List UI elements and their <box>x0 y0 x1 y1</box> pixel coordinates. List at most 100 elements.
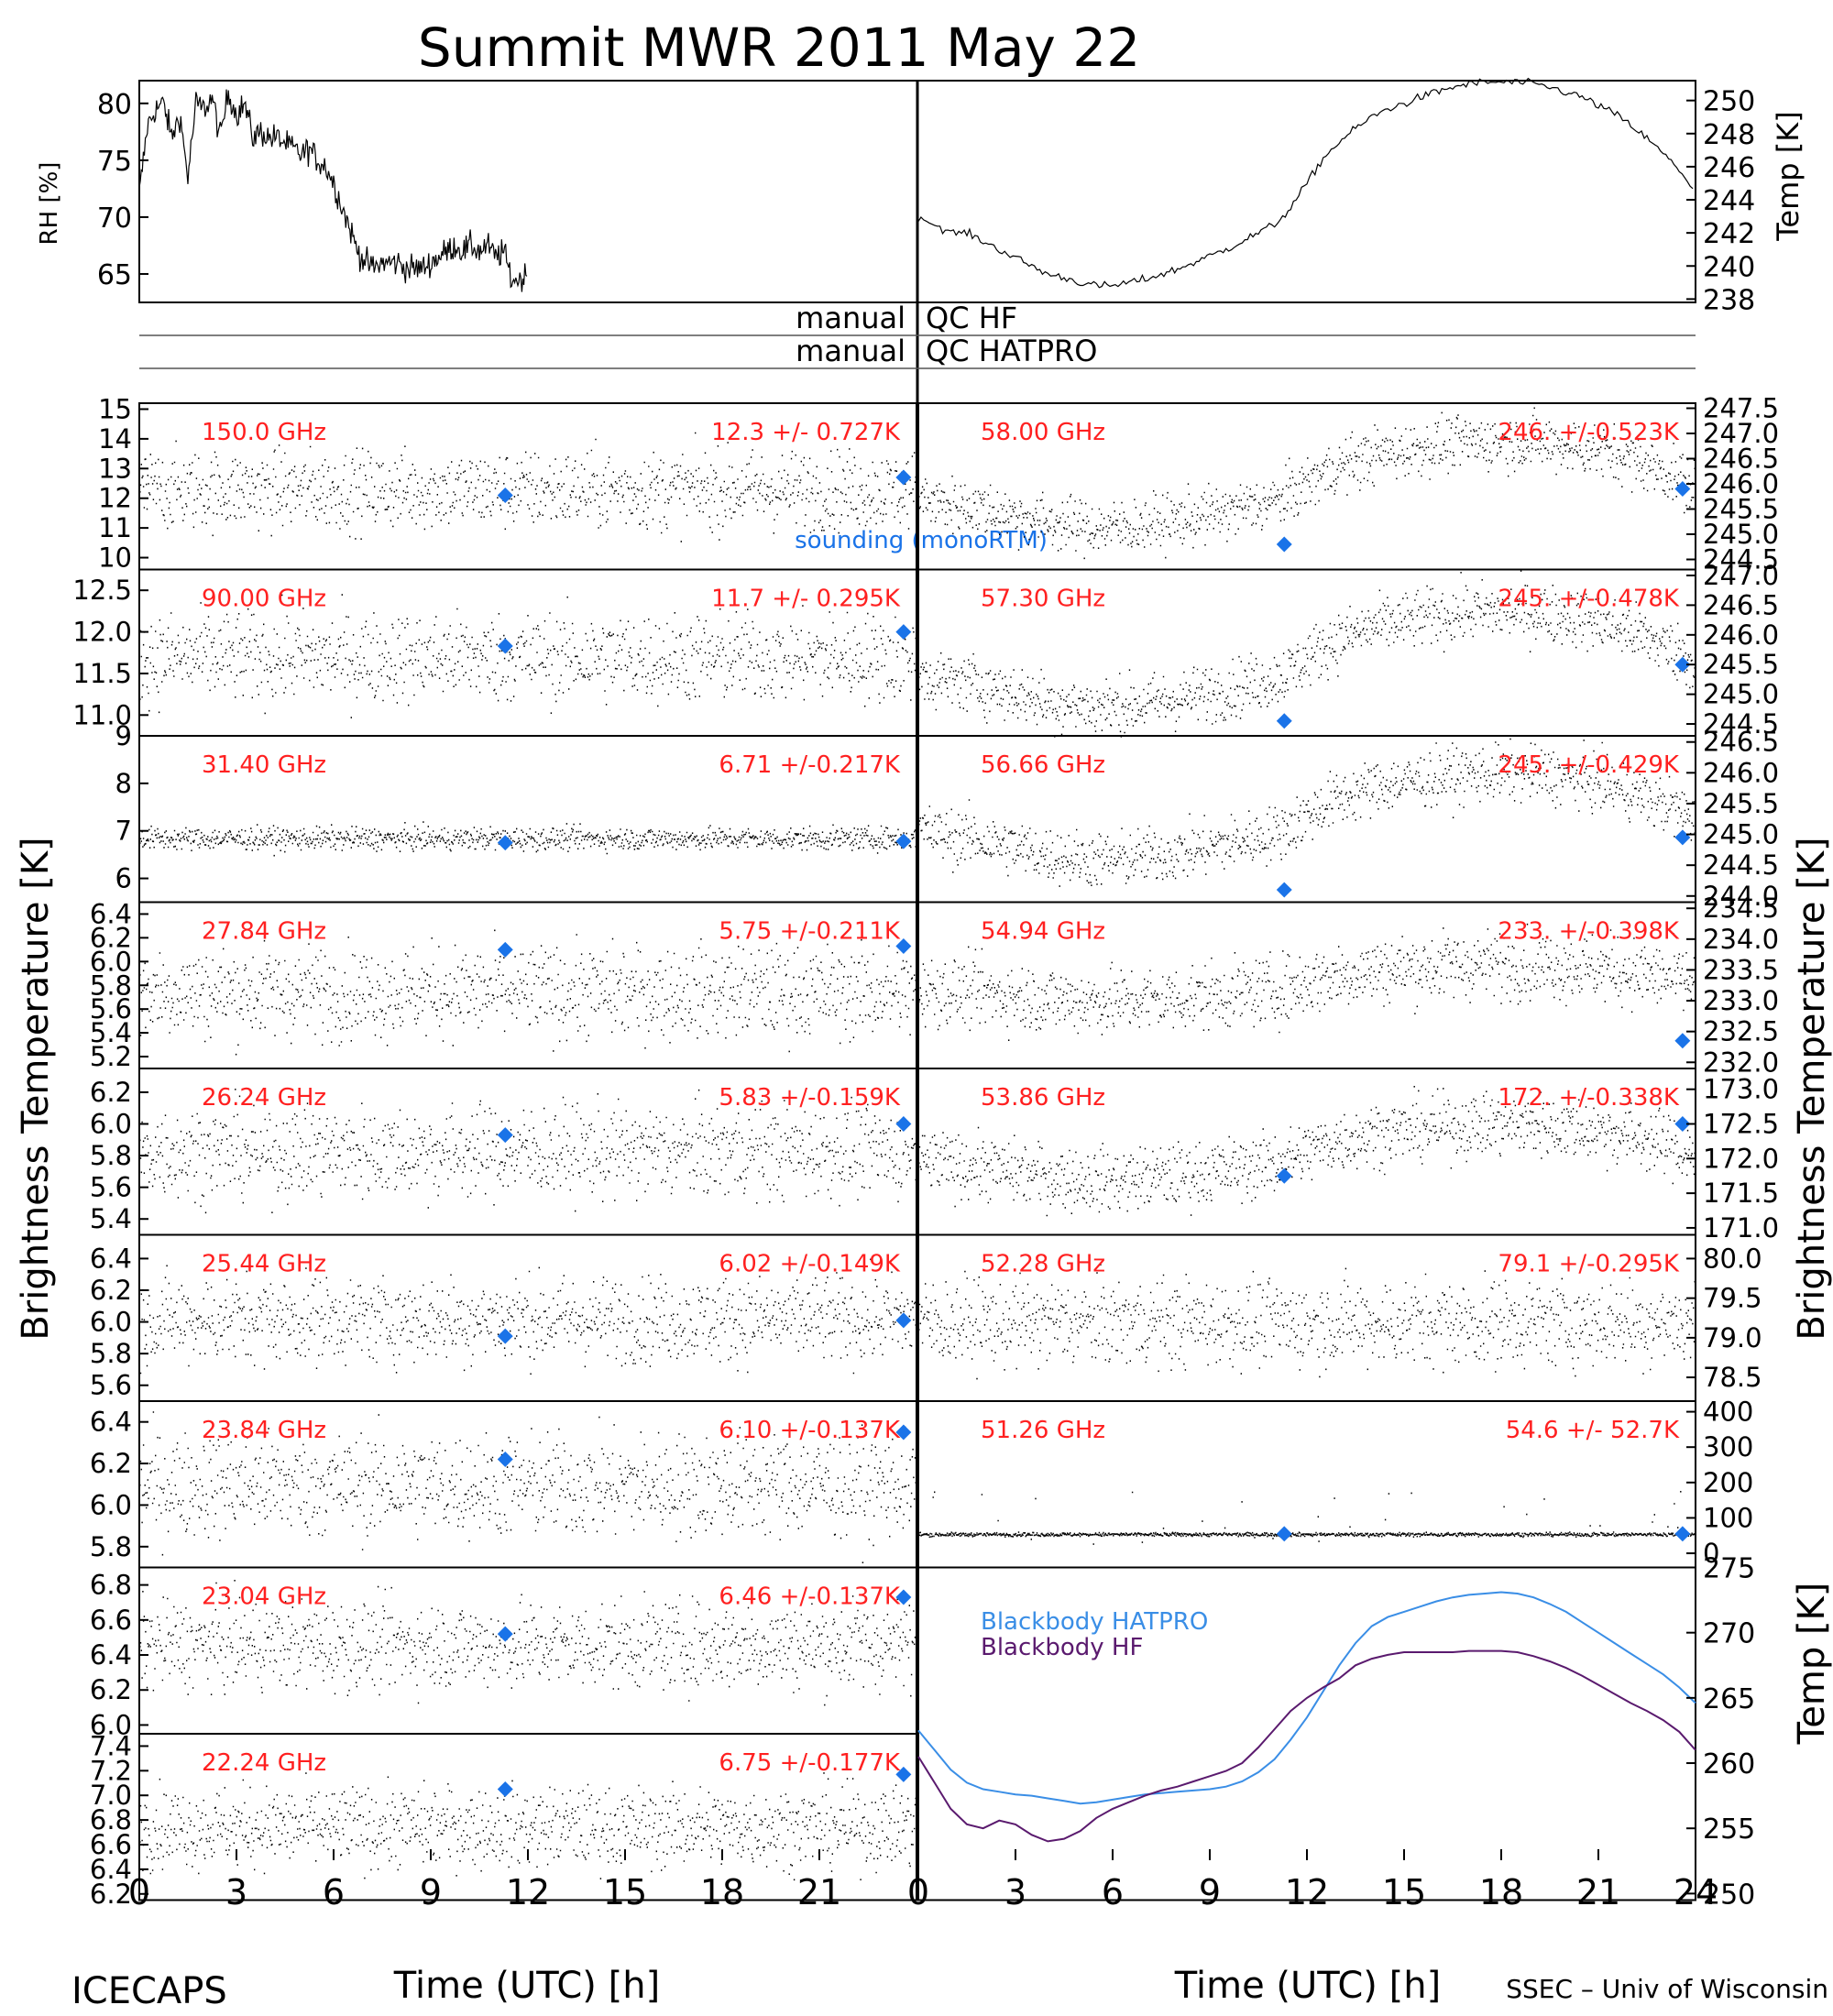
y-tick-label: 300 <box>1703 1431 1753 1463</box>
sounding-marker <box>895 1312 912 1329</box>
y-tick-label: 6.8 <box>90 1804 132 1835</box>
stat-label: 172. +/-0.338K <box>1498 1084 1680 1112</box>
x-tick-label: 0 <box>128 1872 150 1912</box>
y-tick-label: 100 <box>1703 1502 1753 1533</box>
trace-22-24-GHz <box>138 1772 916 1881</box>
y-tick-label: 6.4 <box>90 1854 132 1885</box>
y-tick-label: 79.0 <box>1703 1322 1762 1353</box>
y-tick-label: 245.5 <box>1703 494 1779 525</box>
temp-y-tick-label: 250 <box>1703 86 1755 118</box>
temp-y-tick-label: 244 <box>1703 185 1755 217</box>
y-tick-label: 245.5 <box>1703 788 1779 819</box>
stat-label: 245. +/-0.429K <box>1498 751 1680 779</box>
y-tick-label: 173.0 <box>1703 1074 1779 1105</box>
y-tick-label: 246.0 <box>1703 468 1779 499</box>
qc-hatpro-label: QC HATPRO <box>926 334 1097 368</box>
stat-label: 12.3 +/- 0.727K <box>711 419 901 446</box>
y-tick-label: 6.4 <box>90 1243 132 1274</box>
y-tick-label: 200 <box>1703 1467 1753 1498</box>
y-tick-label: 6.4 <box>90 898 132 929</box>
qc-hf-label: QC HF <box>926 301 1017 335</box>
trace-57-30-GHz <box>917 570 1696 738</box>
y-tick-label: 11 <box>98 512 132 543</box>
y-tick-label: 171.5 <box>1703 1178 1779 1209</box>
temp-y-tick-label: 240 <box>1703 251 1755 283</box>
y-tick-label: 0 <box>1703 1538 1719 1569</box>
freq-label: 56.66 GHz <box>981 751 1105 779</box>
y-tick-label: 78.5 <box>1703 1362 1762 1393</box>
y-tick-label: 247.0 <box>1703 560 1779 591</box>
freq-label: 51.26 GHz <box>981 1417 1105 1444</box>
y-tick-label: 12.5 <box>72 575 132 606</box>
y-tick-label: 246.5 <box>1703 727 1779 758</box>
stat-label: 54.6 +/- 52.7K <box>1506 1417 1680 1444</box>
freq-label: 90.00 GHz <box>202 586 326 613</box>
y-tick-label: 6.0 <box>90 946 132 977</box>
sounding-marker <box>895 469 912 486</box>
trace-58-00-GHz <box>917 407 1696 560</box>
trace-90-00-GHz <box>138 594 916 718</box>
trace-52-28-GHz <box>917 1264 1696 1380</box>
x-tick-label: 9 <box>420 1872 442 1912</box>
freq-label: 52.28 GHz <box>981 1251 1105 1278</box>
sounding-marker <box>895 1589 912 1605</box>
y-tick-label: 244.0 <box>1703 881 1779 912</box>
chart-title: Summit MWR 2011 May 22 <box>418 16 1140 79</box>
x-tick-label: 12 <box>506 1872 550 1912</box>
x-axis-label-left: Time (UTC) [h] <box>393 1965 660 2007</box>
y-tick-label: 246.5 <box>1703 589 1779 620</box>
bb-y-tick-label: 255 <box>1703 1813 1755 1846</box>
y-tick-label: 232.5 <box>1703 1016 1779 1047</box>
freq-label: 31.40 GHz <box>202 751 326 779</box>
y-tick-label: 244.5 <box>1703 849 1779 881</box>
y-tick-label: 8 <box>115 768 132 799</box>
y-tick-label: 14 <box>98 423 132 455</box>
y-tick-label: 245.5 <box>1703 649 1779 680</box>
trace-23-84-GHz <box>138 1411 916 1563</box>
x-tick-label: 6 <box>1102 1872 1124 1912</box>
stat-label: 6.75 +/-0.177K <box>719 1749 901 1777</box>
trace-25-44-GHz <box>138 1258 916 1375</box>
freq-label: 57.30 GHz <box>981 586 1105 613</box>
y-tick-label: 6 <box>115 863 132 894</box>
y-tick-label: 400 <box>1703 1397 1753 1428</box>
y-tick-label: 5.6 <box>90 1172 132 1203</box>
y-tick-label: 5.2 <box>90 1041 132 1072</box>
y-tick-label: 6.2 <box>90 1275 132 1306</box>
y-tick-label: 247.5 <box>1703 393 1779 424</box>
bb-hatpro-legend: Blackbody HATPRO <box>981 1608 1208 1636</box>
y-tick-label: 6.0 <box>90 1709 132 1740</box>
y-tick-label: 15 <box>98 393 132 424</box>
stat-label: 6.71 +/-0.217K <box>719 751 901 779</box>
sounding-marker <box>1276 1526 1292 1542</box>
sounding-marker <box>1674 656 1691 673</box>
qc-hf-manual-label: manual <box>796 301 906 335</box>
trace-26-24-GHz <box>138 1089 916 1214</box>
y-tick-label: 171.0 <box>1703 1212 1779 1244</box>
stat-label: 6.10 +/-0.137K <box>719 1417 901 1444</box>
y-tick-label: 13 <box>98 453 132 484</box>
sounding-marker <box>497 1127 513 1144</box>
y-tick-label: 6.6 <box>90 1605 132 1636</box>
x-tick-label: 12 <box>1285 1872 1329 1912</box>
sounding-marker <box>1276 1167 1292 1184</box>
y-tick-label: 247.0 <box>1703 418 1779 449</box>
trace-53-86-GHz <box>917 1086 1696 1217</box>
sounding-marker <box>497 835 513 851</box>
stat-label: 5.75 +/-0.211K <box>719 918 901 946</box>
y-tick-label: 172.0 <box>1703 1143 1779 1174</box>
y-tick-label: 6.0 <box>90 1489 132 1520</box>
freq-label: 23.04 GHz <box>202 1583 326 1611</box>
y-tick-label: 246.0 <box>1703 619 1779 651</box>
sounding-marker <box>1276 713 1292 729</box>
sounding-marker <box>895 1424 912 1441</box>
freq-label: 23.84 GHz <box>202 1417 326 1444</box>
x-tick-label: 21 <box>797 1872 841 1912</box>
trace-150-0-GHz <box>138 432 916 542</box>
plots-layer: 6570758023824024224424624825010111213141… <box>72 77 1779 1912</box>
y-tick-label: 245.0 <box>1703 519 1779 550</box>
temp-y-tick-label: 238 <box>1703 284 1755 316</box>
bb-y-tick-label: 260 <box>1703 1748 1755 1780</box>
sounding-marker <box>497 638 513 654</box>
